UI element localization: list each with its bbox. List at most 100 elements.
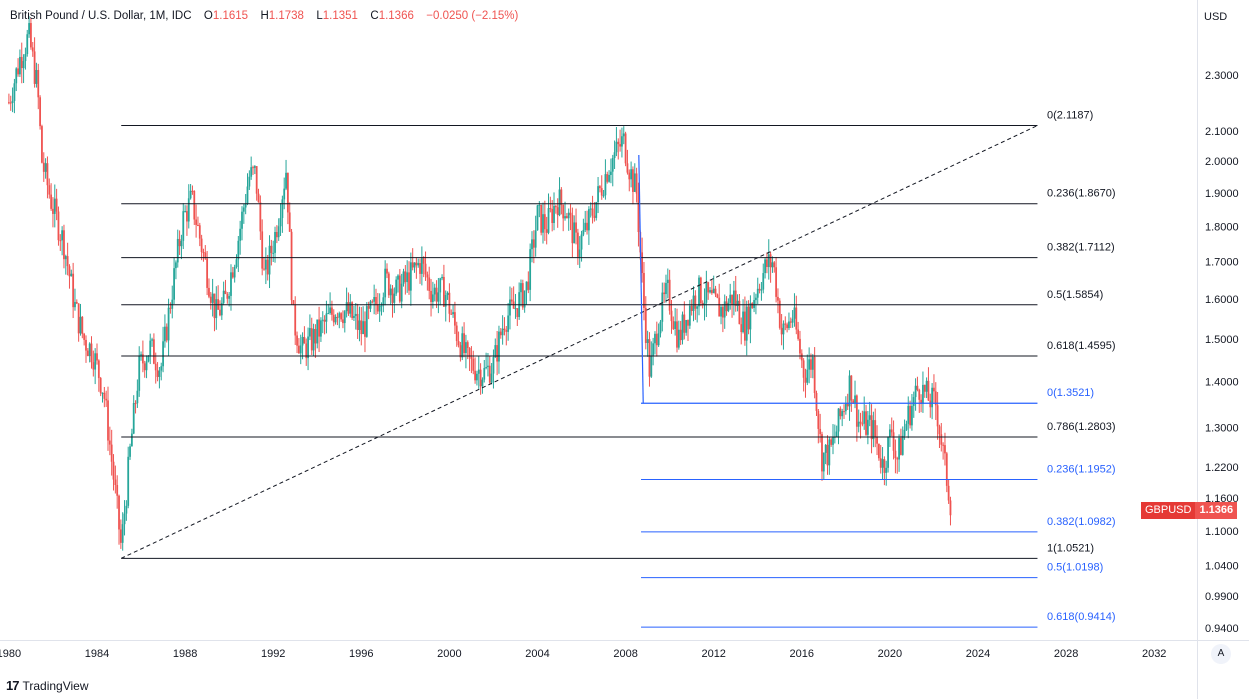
candle-body — [852, 400, 855, 404]
candle-body — [57, 211, 60, 241]
candle-body — [286, 172, 289, 213]
candle-body — [655, 333, 658, 346]
candle-body — [903, 429, 906, 436]
candle-body — [549, 208, 552, 210]
candle-body — [503, 328, 506, 331]
price-tick-label: 1.7000 — [1205, 257, 1239, 269]
candle-body — [771, 262, 774, 268]
candle-body — [806, 369, 809, 383]
candle-body — [213, 293, 216, 319]
candle-body — [356, 313, 359, 331]
candle-body — [164, 326, 166, 342]
candle-body — [698, 277, 700, 307]
candle-body — [819, 428, 822, 435]
candle-body — [536, 205, 539, 231]
candlestick-series — [8, 16, 952, 551]
candle-body — [876, 436, 878, 444]
candle-body — [393, 293, 396, 303]
candle-body — [15, 68, 18, 84]
candle-body — [595, 201, 598, 218]
candle-body — [855, 395, 858, 427]
candle-body — [744, 311, 746, 341]
price-axis[interactable]: USD 2.3000 2.1000 2.0000 1.9000 1.8000 1.7000 1… — [1197, 0, 1239, 699]
candle-body — [182, 211, 185, 241]
candle-body — [839, 408, 842, 417]
candle-body — [551, 208, 554, 223]
candle-body — [64, 256, 67, 260]
time-tick-label: 2032 — [1142, 648, 1166, 660]
candle-body — [905, 423, 908, 430]
candle-body — [883, 459, 886, 473]
candle-body — [202, 252, 205, 254]
candle-body — [72, 273, 75, 308]
fib-level-label: 1(1.0521) — [1047, 542, 1094, 554]
candle-body — [99, 378, 102, 394]
candle-body — [384, 268, 387, 298]
time-tick-label: 1984 — [85, 648, 109, 660]
candle-body — [758, 288, 761, 291]
candle-body — [294, 304, 297, 336]
trend-line[interactable] — [121, 125, 1038, 559]
candle-body — [354, 313, 357, 316]
candle-body — [452, 312, 454, 315]
fib-retracement-primary[interactable]: 0(2.1187) 0.236(1.8670) 0.382(1.7112) 0.5(1… — [121, 110, 1116, 559]
candle-body — [494, 345, 497, 358]
candle-body — [714, 288, 717, 295]
candle-body — [406, 272, 409, 283]
candle-body — [703, 302, 706, 306]
candle-body — [554, 205, 557, 208]
symbol-title: British Pound / U.S. Dollar, 1M, IDC — [10, 10, 192, 22]
candle-body — [101, 392, 104, 394]
candle-body — [455, 325, 458, 342]
candle-body — [942, 444, 945, 446]
candle-body — [593, 215, 596, 218]
candle-body — [312, 328, 315, 351]
candle-body — [892, 432, 895, 451]
price-tick-label: 1.1600 — [1205, 493, 1239, 505]
candle-body — [411, 262, 414, 268]
candle-body — [285, 172, 287, 189]
time-axis[interactable]: 1980 1984 1988 1992 1996 2000 2004 2008 2012 2016… — [0, 640, 1249, 661]
candle-body — [753, 300, 755, 309]
candle-body — [485, 367, 488, 369]
tradingview-logo[interactable]: 17 TradingView — [6, 678, 89, 693]
candle-body — [116, 485, 119, 496]
auto-scale-button[interactable]: A — [1211, 644, 1231, 664]
candle-body — [402, 271, 405, 284]
candle-body — [791, 318, 794, 323]
candle-body — [41, 126, 43, 163]
fib-retracement-secondary[interactable]: 0(1.3521) 0.236(1.1952) 0.382(1.0982) 0.5(1… — [638, 155, 1116, 628]
candle-body — [180, 240, 183, 247]
candle-body — [773, 262, 776, 268]
candle-body — [419, 263, 421, 274]
time-tick-label: 1992 — [261, 648, 285, 660]
candle-body — [88, 343, 91, 357]
candle-body — [44, 163, 47, 172]
candle-body — [830, 439, 833, 445]
candle-body — [138, 355, 141, 391]
candle-body — [795, 307, 798, 330]
candle-body — [220, 302, 223, 316]
candle-body — [259, 202, 262, 232]
candle-body — [688, 305, 691, 326]
candle-body — [729, 294, 732, 303]
candle-body — [914, 385, 917, 398]
tradingview-logo-icon: 17 — [6, 678, 20, 693]
candle-body — [659, 321, 662, 334]
candle-body — [665, 282, 667, 295]
candle-body — [30, 23, 32, 48]
candle-body — [597, 186, 599, 202]
candle-body — [922, 384, 924, 405]
candle-body — [437, 292, 440, 302]
candle-body — [50, 194, 53, 209]
candle-body — [343, 311, 346, 324]
candle-body — [483, 367, 486, 380]
candle-body — [191, 190, 194, 192]
candle-body — [496, 345, 499, 362]
candle-body — [61, 230, 64, 241]
candle-body — [81, 316, 84, 334]
candle-body — [501, 328, 504, 336]
candle-body — [8, 102, 10, 104]
candle-body — [589, 208, 592, 210]
